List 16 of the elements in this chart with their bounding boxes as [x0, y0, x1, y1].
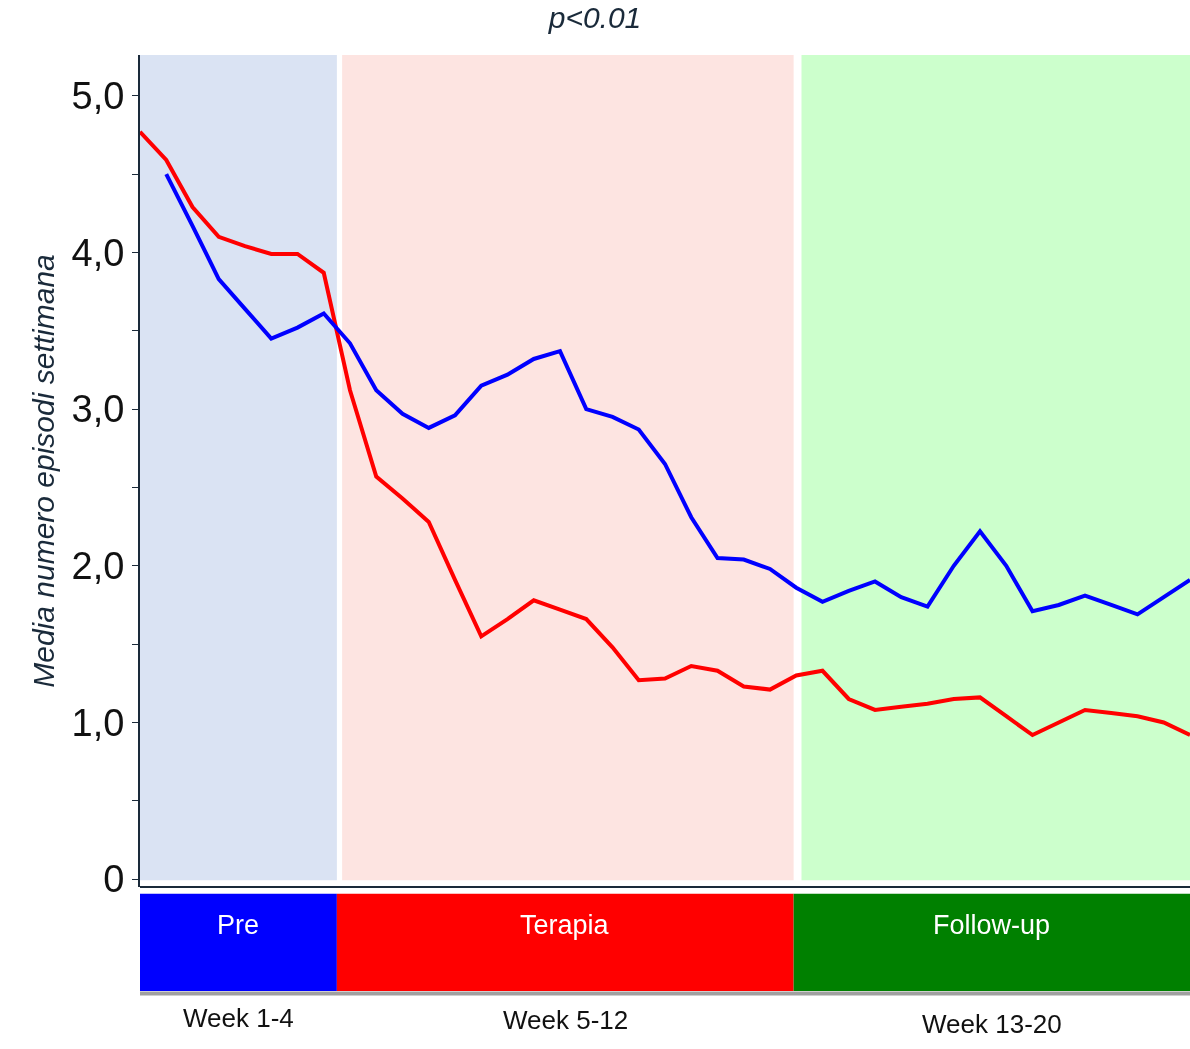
text: Week 1-4 [183, 1003, 294, 1033]
text: Follow-up [933, 910, 1051, 940]
text: Terapia [520, 910, 610, 940]
line-series [140, 129, 1190, 738]
chart-title: p<0.01 [547, 1, 642, 35]
y-tick-label: 3,0 [71, 388, 125, 431]
line-series [164, 172, 1190, 617]
text: Week 13-20 [922, 1009, 1062, 1039]
text: Pre [217, 910, 260, 940]
y-tick-label: 5,0 [71, 75, 125, 118]
y-tick-label: 4,0 [71, 231, 125, 274]
text: Week 5-12 [503, 1005, 629, 1035]
y-axis-title: Media numero episodi settimana [27, 254, 61, 688]
y-tick-label: 2,0 [71, 545, 125, 588]
y-tick-label: 1,0 [71, 701, 125, 744]
y-tick-label: 0 [103, 858, 125, 901]
